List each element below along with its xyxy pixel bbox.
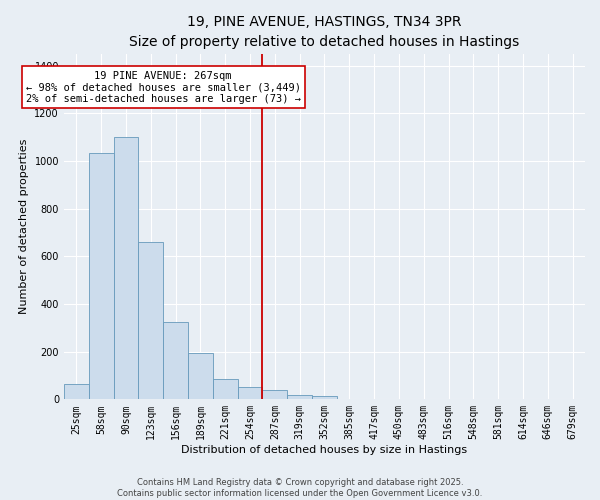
Bar <box>64 384 89 400</box>
Bar <box>139 242 163 400</box>
Bar <box>287 394 312 400</box>
Bar <box>238 388 262 400</box>
Text: Contains HM Land Registry data © Crown copyright and database right 2025.
Contai: Contains HM Land Registry data © Crown c… <box>118 478 482 498</box>
Bar <box>113 137 139 400</box>
Bar <box>163 322 188 400</box>
Y-axis label: Number of detached properties: Number of detached properties <box>19 139 29 314</box>
X-axis label: Distribution of detached houses by size in Hastings: Distribution of detached houses by size … <box>181 445 467 455</box>
Bar <box>188 353 213 400</box>
Bar <box>312 396 337 400</box>
Title: 19, PINE AVENUE, HASTINGS, TN34 3PR
Size of property relative to detached houses: 19, PINE AVENUE, HASTINGS, TN34 3PR Size… <box>130 15 520 48</box>
Bar <box>262 390 287 400</box>
Bar <box>213 379 238 400</box>
Text: 19 PINE AVENUE: 267sqm
← 98% of detached houses are smaller (3,449)
2% of semi-d: 19 PINE AVENUE: 267sqm ← 98% of detached… <box>26 70 301 104</box>
Bar <box>89 152 113 400</box>
